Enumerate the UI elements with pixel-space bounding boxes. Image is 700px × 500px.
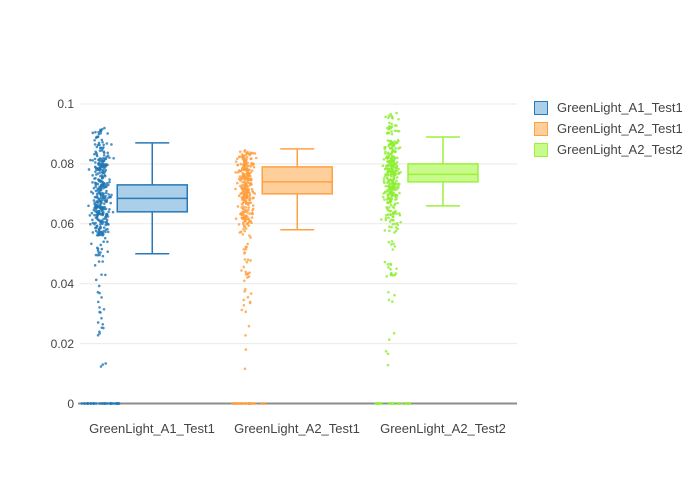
legend: GreenLight_A1_Test1 GreenLight_A2_Test1 … [534,100,683,157]
legend-swatch-blue-icon [534,100,548,115]
legend-swatch-green-icon [534,142,548,157]
x-label-greenlight-a2-test1: GreenLight_A2_Test1 [234,421,360,436]
legend-item-greenlight-a2-test1[interactable]: GreenLight_A2_Test1 [534,121,683,136]
x-label-greenlight-a2-test2: GreenLight_A2_Test2 [380,421,506,436]
legend-item-greenlight-a2-test2[interactable]: GreenLight_A2_Test2 [534,142,683,157]
y-tick-0.08: 0.08 [50,157,74,171]
x-label-greenlight-a1-test1: GreenLight_A1_Test1 [89,421,215,436]
legend-label: GreenLight_A2_Test1 [557,121,683,136]
legend-label: GreenLight_A2_Test2 [557,142,683,157]
y-tick-0.02: 0.02 [50,337,74,351]
legend-label: GreenLight_A1_Test1 [557,100,683,115]
y-tick-0.06: 0.06 [50,217,74,231]
y-tick-0.04: 0.04 [50,277,74,291]
y-tick-0.1: 0.1 [57,97,74,111]
y-tick-0: 0 [67,397,74,411]
legend-swatch-orange-icon [534,121,548,136]
legend-item-greenlight-a1-test1[interactable]: GreenLight_A1_Test1 [534,100,683,115]
